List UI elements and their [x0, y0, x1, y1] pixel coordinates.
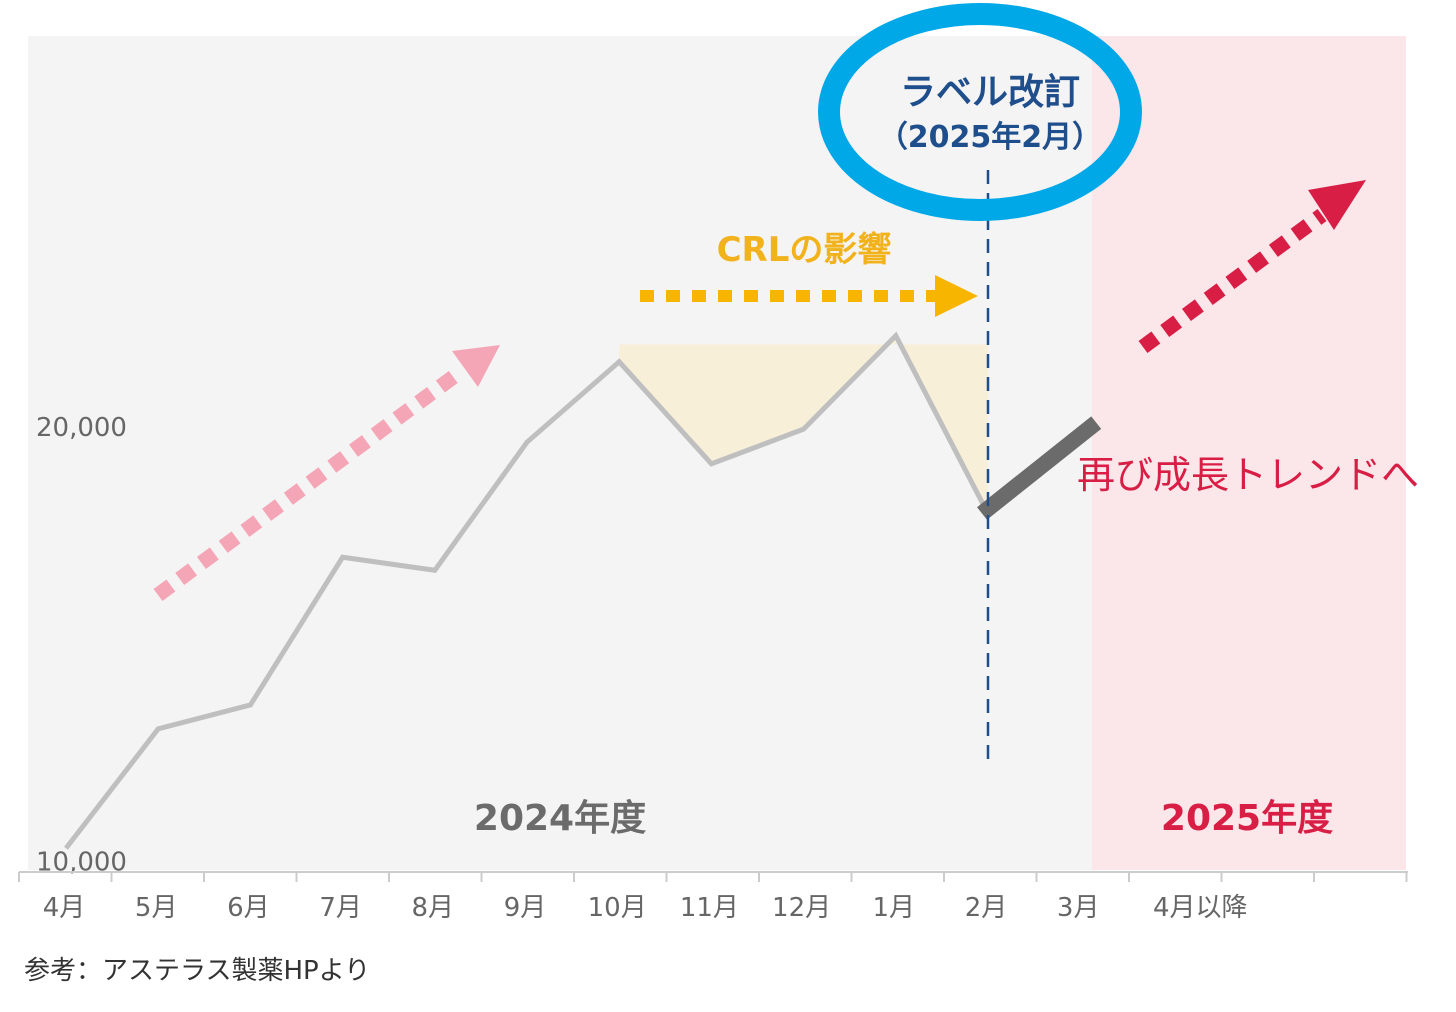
x-tick-label: 2月 [965, 893, 1008, 923]
y-tick-label: 20,000 [36, 413, 127, 443]
crl-impact-label: CRLの影響 [717, 230, 892, 270]
x-tick-label: 7月 [319, 893, 362, 923]
label-revision-circle [818, 3, 1142, 221]
fy2025-background [1092, 36, 1406, 870]
red-arrow-shaft [1138, 208, 1327, 354]
red-growth-arrow [1138, 180, 1366, 354]
x-tick-label: 3月 [1057, 893, 1100, 923]
projection-line [977, 416, 1102, 520]
x-tick-label: 4月以降 [1153, 893, 1248, 923]
crl-impact-area [619, 335, 988, 514]
fy2024-background [28, 36, 1092, 870]
x-tick-label: 4月 [43, 893, 86, 923]
x-tick-label: 8月 [412, 893, 455, 923]
x-tick-label: 5月 [135, 893, 178, 923]
x-tick-label: 12月 [772, 893, 831, 923]
x-tick-label: 11月 [680, 893, 739, 923]
x-tick-label: 1月 [873, 893, 916, 923]
x-tick-label: 9月 [504, 893, 547, 923]
source-note: 参考：アステラス製薬HPより [24, 956, 371, 986]
x-axis: 4月 5月 6月 7月 8月 9月 10月 11月 12月 1月 2月 3月 4月以降 [18, 871, 1408, 923]
pink-arrow-shaft [153, 368, 461, 602]
label-revision-date: （2025年2月） [878, 120, 1102, 155]
x-tick-label: 6月 [227, 893, 270, 923]
orange-crl-arrow [640, 275, 978, 317]
pink-trend-arrow [153, 345, 500, 602]
pink-arrow-head [452, 345, 500, 387]
label-revision-title: ラベル改訂 [900, 72, 1080, 113]
fy2025-label: 2025年度 [1161, 798, 1333, 839]
growth-trend-label: 再び成長トレンドへ [1077, 453, 1419, 497]
orange-arrow-head [935, 275, 978, 317]
x-tick-label: 10月 [588, 893, 647, 923]
red-arrow-head [1308, 180, 1366, 230]
fy2024-label: 2024年度 [474, 798, 646, 839]
